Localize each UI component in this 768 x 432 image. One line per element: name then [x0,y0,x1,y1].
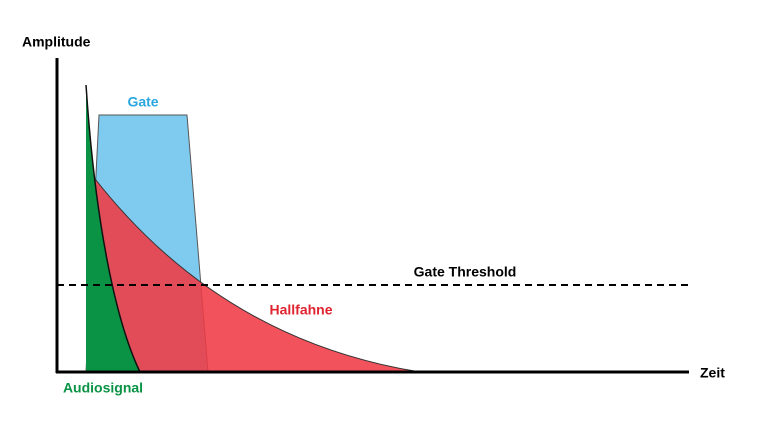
reverb-shape [86,175,420,372]
signal-curve [85,84,141,373]
signal-label: Audiosignal [63,380,143,396]
reverb-curve [91,174,421,373]
reverb-label: Hallfahne [269,302,332,318]
x-axis-label: Zeit [700,365,725,381]
gate-label: Gate [127,94,158,110]
threshold-label: Gate Threshold [414,264,517,280]
signal-shape [86,85,140,372]
y-axis-label: Amplitude [22,34,91,50]
